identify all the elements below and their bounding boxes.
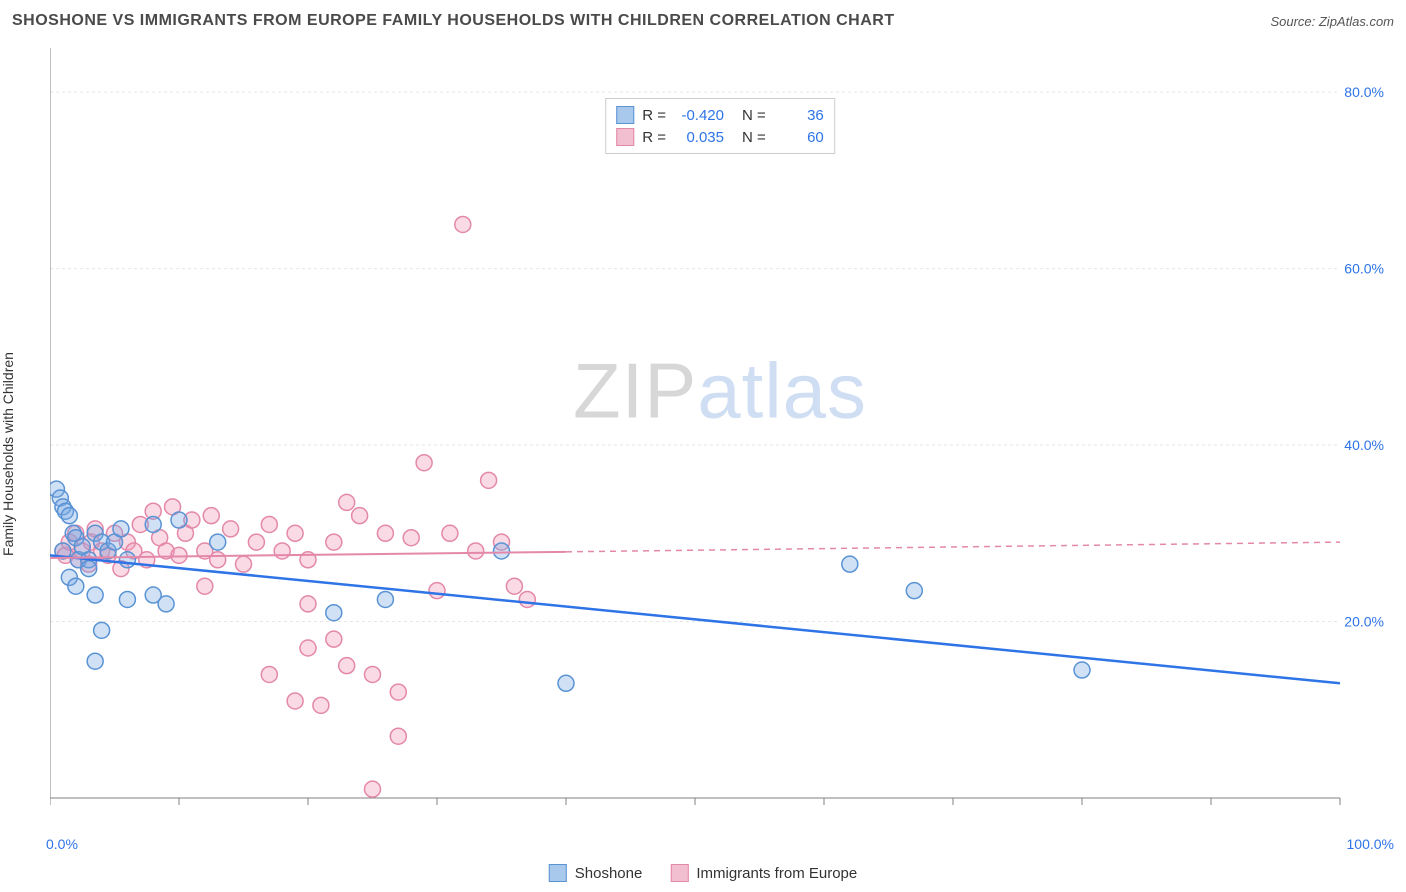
svg-text:20.0%: 20.0% xyxy=(1344,614,1384,630)
n-label: N = xyxy=(742,107,766,124)
r-label: R = xyxy=(642,107,666,124)
n-label: N = xyxy=(742,129,766,146)
europe-r-value: 0.035 xyxy=(674,129,724,146)
y-axis-label: Family Households with Children xyxy=(0,352,16,556)
svg-text:60.0%: 60.0% xyxy=(1344,261,1384,277)
shoshone-r-value: -0.420 xyxy=(674,107,724,124)
scatter-chart: 20.0% 40.0% 60.0% 80.0% xyxy=(50,48,1390,828)
legend-item-europe: Immigrants from Europe xyxy=(670,864,857,882)
svg-text:40.0%: 40.0% xyxy=(1344,437,1384,453)
stats-row-shoshone: R = -0.420 N = 36 xyxy=(616,104,824,126)
r-label: R = xyxy=(642,129,666,146)
shoshone-n-value: 36 xyxy=(774,107,824,124)
europe-swatch-icon xyxy=(616,128,634,146)
x-axis-min-label: 0.0% xyxy=(46,836,78,852)
chart-title: SHOSHONE VS IMMIGRANTS FROM EUROPE FAMIL… xyxy=(12,12,895,30)
legend-label-europe: Immigrants from Europe xyxy=(696,865,857,882)
stats-legend: R = -0.420 N = 36 R = 0.035 N = 60 xyxy=(605,98,835,154)
shoshone-swatch-icon xyxy=(616,106,634,124)
stats-row-europe: R = 0.035 N = 60 xyxy=(616,126,824,148)
bottom-legend: Shoshone Immigrants from Europe xyxy=(549,864,857,882)
legend-item-shoshone: Shoshone xyxy=(549,864,643,882)
svg-text:80.0%: 80.0% xyxy=(1344,84,1384,100)
legend-label-shoshone: Shoshone xyxy=(575,865,643,882)
europe-swatch-icon xyxy=(670,864,688,882)
shoshone-swatch-icon xyxy=(549,864,567,882)
chart-area: 20.0%40.0%60.0%80.0% ZIPatlas R = -0.420… xyxy=(50,48,1390,828)
x-axis-max-label: 100.0% xyxy=(1347,836,1394,852)
europe-n-value: 60 xyxy=(774,129,824,146)
source-attribution: Source: ZipAtlas.com xyxy=(1270,14,1394,29)
